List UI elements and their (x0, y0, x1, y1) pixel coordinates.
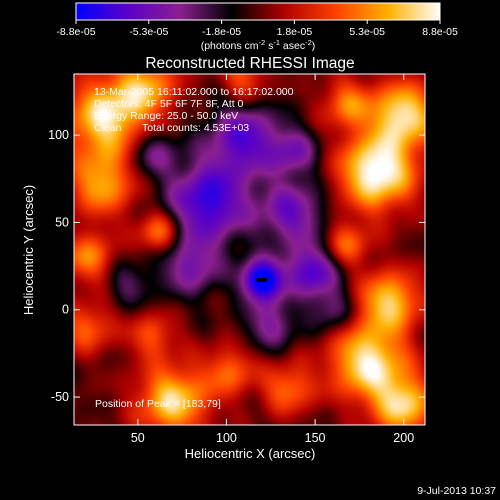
heatmap-image (74, 74, 425, 425)
peak-marker (256, 278, 267, 283)
annotation-energy: Energy Range: 25.0 - 50.0 keV (94, 110, 238, 122)
chart-title: Reconstructed RHESSI Image (145, 55, 354, 72)
annotation-time-range: 13-Mar-2005 16:11:02.000 to 16:17:02.000 (94, 86, 294, 98)
x-tick-label: 150 (305, 431, 326, 445)
colorbar-ticks: -8.8e-05 -5.3e-05 -1.8e-05 1.8e-05 5.3e-05 8.… (56, 20, 458, 38)
colorbar-tick-label: 5.3e-05 (349, 26, 385, 38)
colorbar-label: (photons cm-2 s-1 asec-2) (201, 38, 316, 52)
y-tick-label: 50 (55, 215, 69, 229)
colorbar-tick-label: 1.8e-05 (277, 26, 313, 38)
colorbar-tick-label: 8.8e-05 (422, 26, 458, 38)
colorbar-tick-label: -1.8e-05 (202, 26, 241, 38)
annotation-peak: Position of Peak = [183,79] (95, 398, 221, 410)
y-tick-label: -50 (51, 390, 69, 404)
annotation-clean: Clean (94, 122, 122, 134)
x-axis-label: Heliocentric X (arcsec) (185, 446, 316, 461)
x-tick-label: 200 (393, 431, 414, 445)
footer-date: 9-Jul-2013 10:37 (417, 485, 496, 497)
y-axis-ticks: -50 0 50 100 (48, 128, 425, 404)
x-axis-ticks: 50 100 150 200 (131, 74, 414, 445)
plot-frame (73, 73, 426, 426)
colorbar-tick-label: -8.8e-05 (56, 26, 95, 38)
x-tick-label: 100 (216, 431, 237, 445)
y-tick-label: 0 (62, 303, 69, 317)
annotation-total-counts: Total counts: 4.53E+03 (142, 122, 249, 134)
colorbar (75, 2, 441, 21)
colorbar-tick-label: -5.3e-05 (129, 26, 168, 38)
y-tick-label: 100 (48, 128, 69, 142)
y-axis-label: Heliocentric Y (arcsec) (21, 185, 36, 315)
annotation-detectors: Detectors: 4F 5F 6F 7F 8F, Att 0 (94, 98, 244, 110)
x-tick-label: 50 (131, 431, 145, 445)
